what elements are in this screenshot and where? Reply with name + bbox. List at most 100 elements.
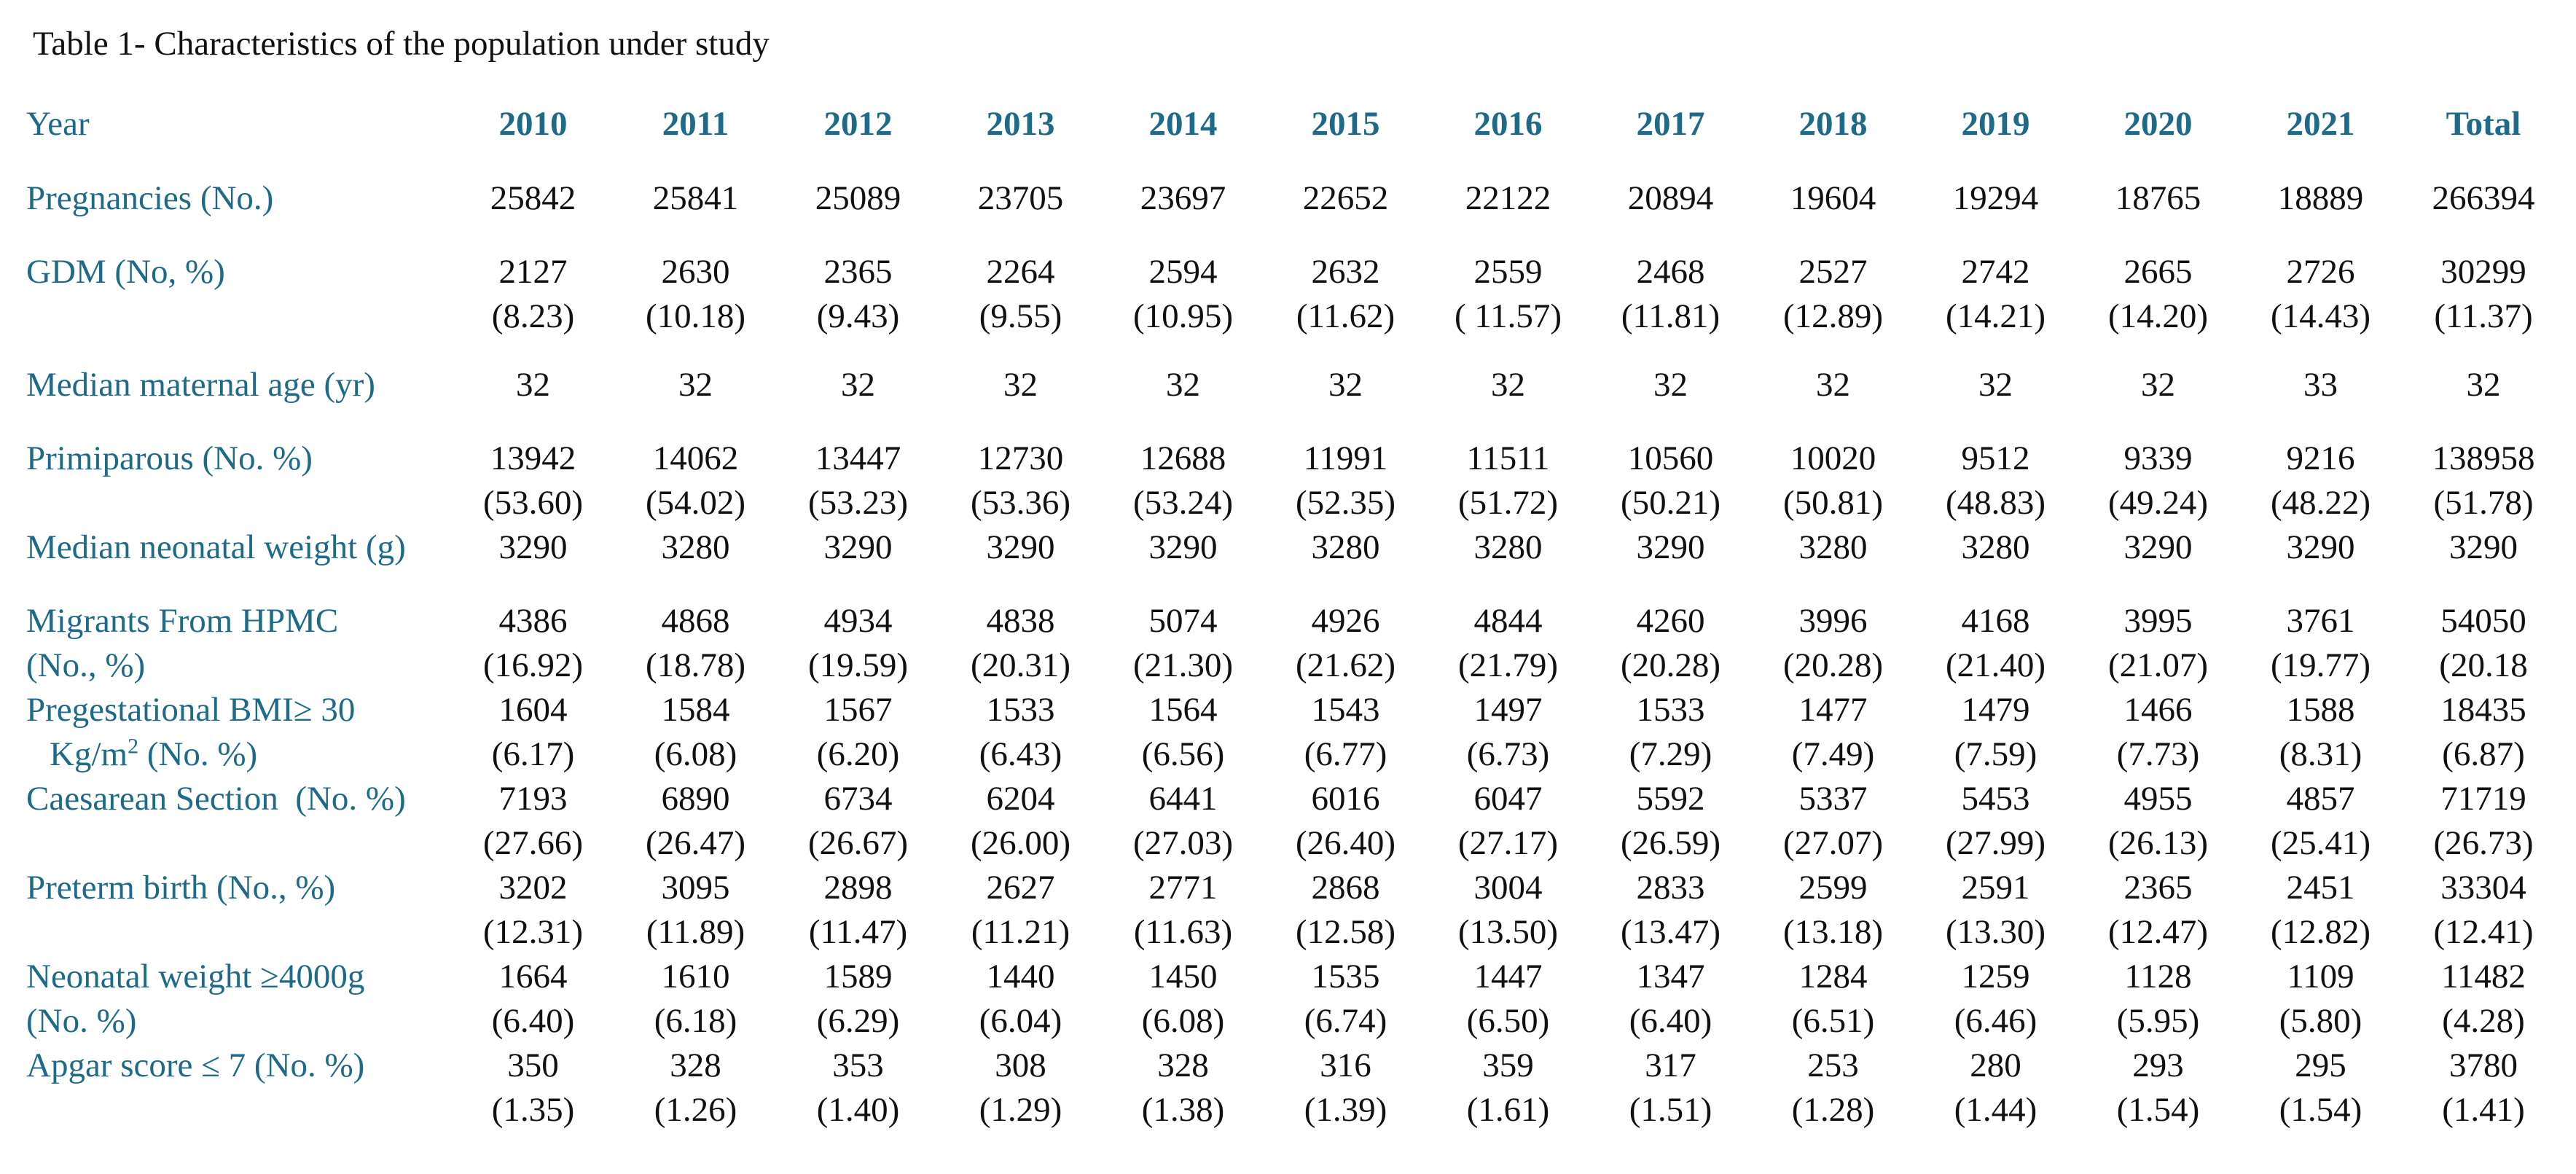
row-label-line1: Migrants From HPMC [26, 602, 339, 640]
value-cell: 1477 (7.49) [1752, 688, 1914, 777]
count-value: 1497 [1473, 691, 1543, 729]
value-cell: 3280 [1914, 525, 2077, 599]
percent-value: (18.78) [645, 646, 746, 684]
count-value: 3290 [1636, 528, 1705, 566]
row-label: Median neonatal weight (g) [26, 528, 406, 566]
value-cell: 3996 (20.28) [1752, 599, 1914, 688]
percent-value: (6.50) [1466, 1002, 1550, 1040]
value-cell: 2468 (11.81) [1589, 250, 1752, 363]
count-value: 280 [1970, 1046, 2021, 1084]
value-cell: 1447 (6.50) [1427, 955, 1589, 1044]
value-cell: 6441 (27.03) [1102, 777, 1264, 866]
header-year: 2013 [986, 105, 1055, 143]
count-value: 32 [1978, 366, 2013, 404]
header-total: Total [2446, 105, 2521, 143]
percent-value: (7.29) [1629, 735, 1712, 773]
percent-value: (11.89) [646, 913, 745, 951]
table-row: Pregestational BMI≥ 30 Kg/m2 (No. %) 160… [15, 688, 2565, 777]
count-value: 18889 [2277, 179, 2364, 217]
count-value: 19604 [1790, 179, 1876, 217]
row-label: Migrants From HPMC (No., %) [15, 599, 452, 688]
unit-superscript: 2 [128, 734, 139, 759]
count-value: 2594 [1148, 253, 1218, 291]
count-value: 3290 [2123, 528, 2193, 566]
value-cell: 3290 [2402, 525, 2565, 599]
value-cell: 1109 (5.80) [2239, 955, 2402, 1044]
value-cell: 1564 (6.56) [1102, 688, 1264, 777]
count-value: 3280 [1311, 528, 1380, 566]
value-cell: 293 (1.54) [2077, 1044, 2239, 1132]
value-cell: 6204 (26.00) [939, 777, 1102, 866]
value-cell: 20894 [1589, 176, 1752, 250]
row-label-line1: Pregestational BMI≥ 30 [26, 691, 356, 729]
header-year: 2018 [1798, 105, 1868, 143]
count-value: 316 [1320, 1046, 1371, 1084]
count-value: 9216 [2286, 439, 2355, 477]
value-cell: 32 [1914, 363, 2077, 437]
value-cell: 4838 (20.31) [939, 599, 1102, 688]
value-cell: 3290 [2077, 525, 2239, 599]
count-value: 2527 [1798, 253, 1868, 291]
percent-value: (21.40) [1945, 646, 2046, 684]
percent-value: (53.36) [970, 484, 1071, 522]
value-cell: 3280 [1264, 525, 1427, 599]
value-cell: 1588 (8.31) [2239, 688, 2402, 777]
header-year: 2015 [1311, 105, 1380, 143]
percent-value: (10.18) [645, 297, 746, 335]
count-value: 13942 [490, 439, 576, 477]
count-value: 1466 [2123, 691, 2193, 729]
value-cell: 7193 (27.66) [452, 777, 614, 866]
percent-value: (27.17) [1457, 824, 1559, 862]
count-value: 2868 [1311, 869, 1380, 907]
value-cell: 2264 (9.55) [939, 250, 1102, 363]
table-row: Apgar score ≤ 7 (No. %) 350 (1.35) 328 (1.2… [15, 1044, 2565, 1132]
count-value: 1477 [1798, 691, 1868, 729]
percent-value: (53.24) [1132, 484, 1234, 522]
value-cell: 3290 [1589, 525, 1752, 599]
percent-value: (6.46) [1954, 1002, 2037, 1040]
value-cell: 3280 [1427, 525, 1589, 599]
percent-value: (4.28) [2442, 1002, 2525, 1040]
value-cell: 4857 (25.41) [2239, 777, 2402, 866]
percent-value: (21.07) [2107, 646, 2209, 684]
count-value: 1447 [1473, 958, 1543, 995]
count-value: 10560 [1627, 439, 1714, 477]
value-cell: 3004 (13.50) [1427, 866, 1589, 955]
value-cell: 2632 (11.62) [1264, 250, 1427, 363]
percent-value: (6.74) [1304, 1002, 1387, 1040]
count-value: 1259 [1961, 958, 2030, 995]
percent-value: (19.59) [807, 646, 909, 684]
count-value: 32 [1491, 366, 1525, 404]
value-cell: 6734 (26.67) [777, 777, 939, 866]
count-value: 4926 [1311, 602, 1380, 640]
value-cell: 18889 [2239, 176, 2402, 250]
value-cell: 1535 (6.74) [1264, 955, 1427, 1044]
count-value: 4934 [823, 602, 893, 640]
count-value: 3280 [1473, 528, 1543, 566]
count-value: 4868 [661, 602, 730, 640]
count-value: 3290 [1148, 528, 1218, 566]
percent-value: (26.13) [2107, 824, 2209, 862]
table-row: Median maternal age (yr) 32 32 32 32 32 32 32 3… [15, 363, 2565, 437]
value-cell: 2527 (12.89) [1752, 250, 1914, 363]
percent-value: (1.38) [1141, 1091, 1225, 1129]
value-cell: 33 [2239, 363, 2402, 437]
count-value: 1664 [498, 958, 568, 995]
count-value: 4168 [1961, 602, 2030, 640]
value-cell: 2365 (12.47) [2077, 866, 2239, 955]
percent-value: (6.04) [979, 1002, 1062, 1040]
value-cell: 9339 (49.24) [2077, 437, 2239, 525]
value-cell: 1533 (6.43) [939, 688, 1102, 777]
percent-value: (10.95) [1132, 297, 1234, 335]
count-value: 6016 [1311, 780, 1380, 818]
count-value: 1543 [1311, 691, 1380, 729]
percent-value: (6.17) [491, 735, 575, 773]
percent-value: (26.40) [1295, 824, 1396, 862]
percent-value: (9.55) [979, 297, 1062, 335]
count-value: 2591 [1961, 869, 2030, 907]
percent-value: (20.18 [2439, 646, 2528, 684]
count-value: 1564 [1148, 691, 1218, 729]
percent-value: (1.29) [979, 1091, 1062, 1129]
value-cell: 1128 (5.95) [2077, 955, 2239, 1044]
count-value: 2726 [2286, 253, 2355, 291]
